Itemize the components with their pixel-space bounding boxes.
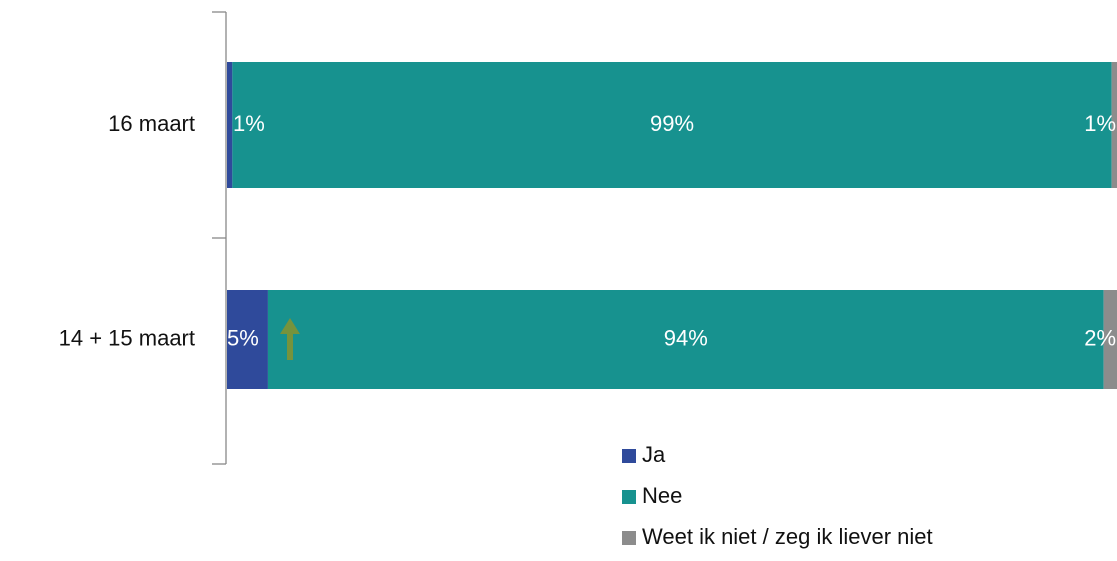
legend-swatch xyxy=(622,490,636,504)
category-axis xyxy=(212,11,227,465)
data-label: 5% xyxy=(227,325,259,350)
category-label: 16 maart xyxy=(108,111,195,136)
legend-label: Weet ik niet / zeg ik liever niet xyxy=(642,524,933,549)
legend-swatch xyxy=(622,531,636,545)
bar-segment xyxy=(1111,62,1117,188)
data-label: 2% xyxy=(1084,325,1116,350)
legend-label: Ja xyxy=(642,442,666,467)
up-arrow xyxy=(280,318,300,360)
legend-label: Nee xyxy=(642,483,682,508)
data-label: 94% xyxy=(664,325,708,350)
category-label: 14 + 15 maart xyxy=(59,325,195,350)
bar-segment xyxy=(232,62,1112,188)
bar-segment xyxy=(267,290,1104,389)
bar-segment xyxy=(1103,290,1117,389)
bars xyxy=(227,62,1117,389)
data-label: 1% xyxy=(1084,111,1116,136)
legend-swatch xyxy=(622,449,636,463)
bar-segment xyxy=(227,290,268,389)
data-label: 1% xyxy=(233,111,265,136)
legend: Ja Nee Weet ik niet / zeg ik liever niet xyxy=(622,442,933,549)
data-label: 99% xyxy=(650,111,694,136)
bar-segment xyxy=(227,62,233,188)
